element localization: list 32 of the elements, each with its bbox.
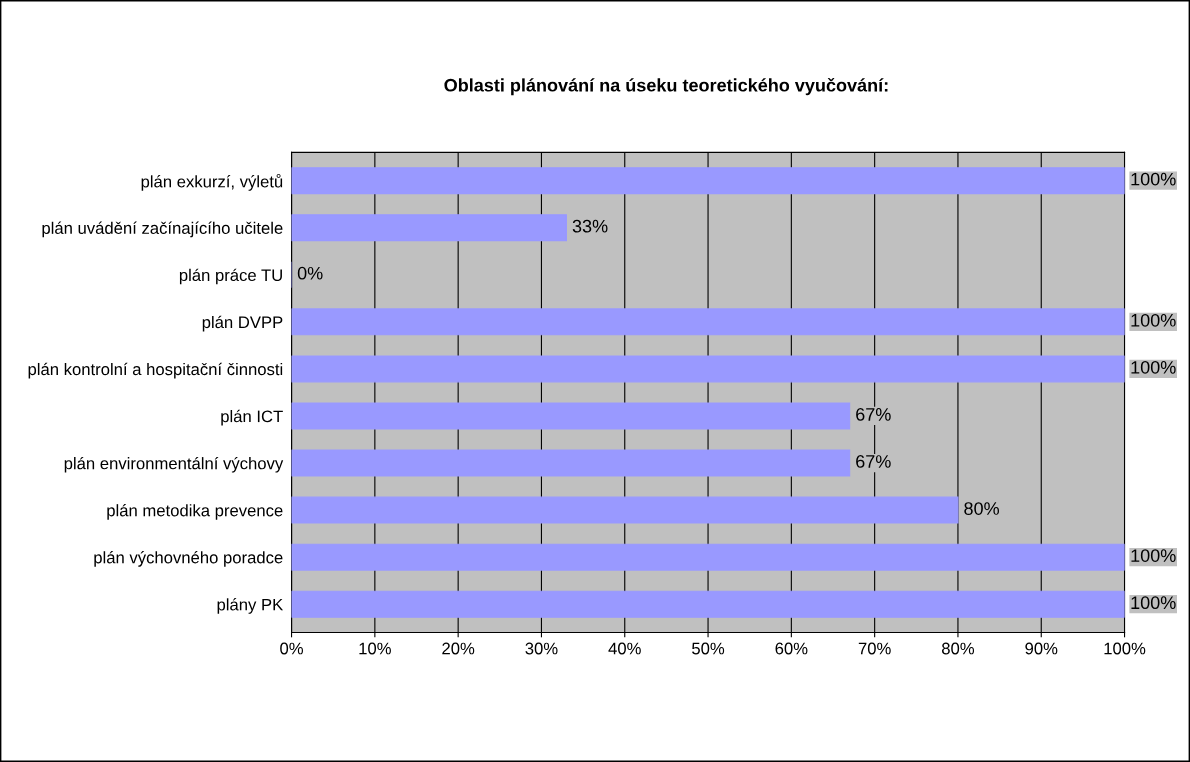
y-tick-label: plány PK <box>217 598 284 614</box>
y-tick-label: plán výchovného poradce <box>94 551 283 567</box>
x-tick-label: 40% <box>608 642 641 655</box>
x-tick-label: 90% <box>1025 642 1058 655</box>
y-tick-label: plán práce TU <box>179 268 282 285</box>
y-tick-label: plán ICT <box>221 409 283 426</box>
x-tick-label: 10% <box>359 642 391 655</box>
y-tick-label: plán environmentální výchovy <box>64 456 284 473</box>
x-tick-label: 80% <box>942 642 975 655</box>
data-label: 100% <box>1131 360 1176 374</box>
x-tick-label: 30% <box>525 642 558 655</box>
data-label: 67% <box>856 408 891 421</box>
y-tick-label: plán exkurzí, výletů <box>141 173 283 191</box>
x-tick-label: 0% <box>280 642 303 655</box>
data-label: 100% <box>1131 313 1176 327</box>
data-label: 33% <box>572 219 608 233</box>
data-label: 100% <box>1131 596 1176 610</box>
x-tick-label: 50% <box>692 642 725 655</box>
y-tick-label: plán uvádění začínajícího učitele <box>42 221 283 238</box>
x-tick-label: 20% <box>442 642 475 655</box>
y-tick-label: plán metodika prevence <box>107 503 283 520</box>
data-label: 100% <box>1131 549 1176 562</box>
data-label: 67% <box>856 455 891 468</box>
data-label: 100% <box>1131 172 1176 186</box>
y-tick-label: plán kontrolní a hospitační činnosti <box>28 362 283 379</box>
data-label: 80% <box>964 502 999 515</box>
data-label: 0% <box>297 266 323 280</box>
chart-title: Oblasti plánování na úseku teoretického vyučování: <box>444 77 888 96</box>
x-tick-label: 70% <box>858 642 891 655</box>
x-tick-label: 60% <box>775 642 808 655</box>
y-tick-label: plán DVPP <box>202 315 283 332</box>
x-tick-label: 100% <box>1104 642 1146 655</box>
